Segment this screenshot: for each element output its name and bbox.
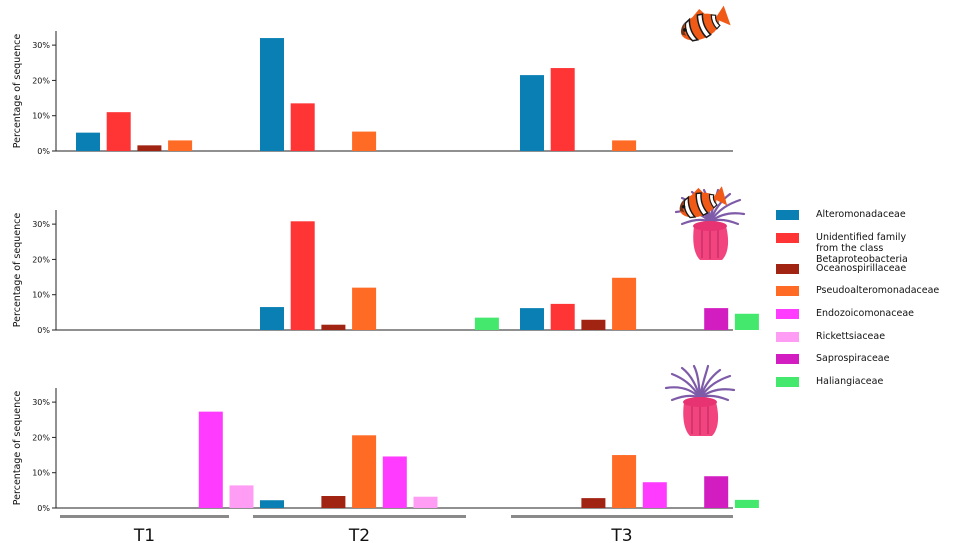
y-tick-label: 0% — [37, 504, 50, 513]
y-tick-label: 10% — [32, 469, 50, 478]
bar-t3-unidentified-family-from-the-class-betaproteobacteria — [550, 303, 575, 330]
bar-t3-unidentified-family-from-the-class-betaproteobacteria — [550, 68, 575, 151]
y-tick-label: 20% — [32, 433, 50, 442]
y-tick-label: 10% — [32, 291, 50, 300]
bar-t2-pseudoalteromonadaceae — [352, 287, 377, 330]
legend-label: Pseudoalteromonadaceae — [816, 285, 940, 297]
bar-t2-oceanospirillaceae — [321, 496, 346, 508]
bar-t3-pseudoalteromonadaceae — [612, 140, 637, 151]
legend-label: Unidentified family from the class Betap… — [816, 231, 908, 265]
legend-label: Rickettsiaceae — [816, 330, 886, 342]
legend-swatch — [776, 331, 799, 342]
y-tick-label: 30% — [32, 398, 50, 407]
legend-item-oceanospirillaceae: Oceanospirillaceae — [776, 261, 976, 284]
legend-item-alteromonadaceae: Alteromonadaceae — [776, 207, 976, 230]
bar-t2-endozoicomonaceae — [382, 456, 407, 508]
bar-t2-pseudoalteromonadaceae — [352, 131, 377, 151]
bar-t3-haliangiaceae — [734, 499, 759, 508]
legend-item-rickettsiaceae: Rickettsiaceae — [776, 329, 976, 352]
bar-t3-pseudoalteromonadaceae — [612, 455, 637, 508]
bar-t1-rickettsiaceae — [229, 485, 254, 508]
legend-swatch — [776, 354, 799, 365]
bar-t2-alteromonadaceae — [260, 307, 284, 330]
legend-label: Oceanospirillaceae — [816, 262, 907, 274]
group-label-t3: T3 — [610, 526, 632, 543]
legend-swatch — [776, 263, 799, 274]
bar-t3-alteromonadaceae — [520, 75, 544, 151]
chart-panel-3: 0% 10% 20% 30% Percentage of sequence — [12, 388, 759, 513]
bar-t2-rickettsiaceae — [413, 496, 438, 508]
bar-t3-saprospiraceae — [704, 308, 729, 330]
legend-item-haliangiaceae: Haliangiaceae — [776, 374, 976, 397]
legend-swatch — [776, 309, 799, 320]
bar-t3-oceanospirillaceae — [581, 319, 606, 330]
sea-anemone-icon — [664, 364, 736, 438]
bar-t2-oceanospirillaceae — [321, 324, 346, 330]
legend-swatch — [776, 377, 799, 388]
group-bracket-t1 — [60, 515, 229, 518]
bar-t3-alteromonadaceae — [520, 308, 544, 330]
bar-t2-unidentified-family-from-the-class-betaproteobacteria — [290, 103, 315, 151]
bar-t1-alteromonadaceae — [76, 132, 100, 151]
group-label-t2: T2 — [348, 526, 370, 543]
bar-t1-unidentified-family-from-the-class-betaproteobacteria — [106, 112, 131, 151]
bar-t3-saprospiraceae — [704, 476, 729, 508]
y-tick-label: 30% — [32, 220, 50, 229]
legend-label: Saprospiraceae — [816, 353, 890, 365]
y-tick-label: 20% — [32, 255, 50, 264]
clownfish-icon — [674, 0, 734, 47]
chart-panel-2: 0% 10% 20% 30% Percentage of sequence — [12, 210, 759, 335]
bar-t3-pseudoalteromonadaceae — [612, 277, 637, 330]
y-tick-label: 0% — [37, 147, 50, 156]
legend-item-saprospiraceae: Saprospiraceae — [776, 351, 976, 374]
legend-item-pseudoalteromonadaceae: Pseudoalteromonadaceae — [776, 283, 976, 306]
bar-t2-alteromonadaceae — [260, 38, 284, 151]
bar-t2-unidentified-family-from-the-class-betaproteobacteria — [290, 221, 315, 330]
legend-label: Haliangiaceae — [816, 376, 884, 388]
bar-t1-endozoicomonaceae — [198, 411, 223, 508]
legend: Alteromonadaceae Unidentified family from… — [776, 207, 976, 397]
bar-t2-alteromonadaceae — [260, 500, 284, 508]
bar-t3-haliangiaceae — [734, 313, 759, 330]
bar-t2-haliangiaceae — [474, 317, 499, 330]
y-tick-label: 0% — [37, 326, 50, 335]
y-axis-label: Percentage of sequence — [12, 34, 23, 149]
bar-t2-pseudoalteromonadaceae — [352, 435, 377, 508]
legend-swatch — [776, 286, 799, 297]
bar-t3-oceanospirillaceae — [581, 498, 606, 508]
legend-label: Endozoicomonaceae — [816, 308, 914, 320]
bar-t3-endozoicomonaceae — [642, 482, 667, 508]
bar-t1-oceanospirillaceae — [137, 145, 162, 151]
group-bracket-t3 — [511, 515, 733, 518]
y-tick-label: 10% — [32, 112, 50, 121]
clownfish-in-anemone-icon — [674, 180, 746, 262]
group-label-t1: T1 — [133, 526, 155, 543]
y-axis-label: Percentage of sequence — [12, 213, 23, 328]
group-bracket-t2 — [253, 515, 466, 518]
chart-panel-1: 0% 10% 20% 30% Percentage of sequence — [12, 31, 733, 156]
legend-item-endozoicomonaceae: Endozoicomonaceae — [776, 306, 976, 329]
legend-item-unidentified-family-from-the-class-betaproteobacteria: Unidentified family from the class Betap… — [776, 230, 976, 265]
legend-label: Alteromonadaceae — [816, 209, 906, 220]
bar-t1-pseudoalteromonadaceae — [168, 140, 193, 151]
legend-swatch — [776, 210, 799, 220]
y-tick-label: 30% — [32, 41, 50, 50]
y-axis-label: Percentage of sequence — [12, 391, 23, 506]
y-tick-label: 20% — [32, 76, 50, 85]
legend-swatch — [776, 232, 799, 243]
